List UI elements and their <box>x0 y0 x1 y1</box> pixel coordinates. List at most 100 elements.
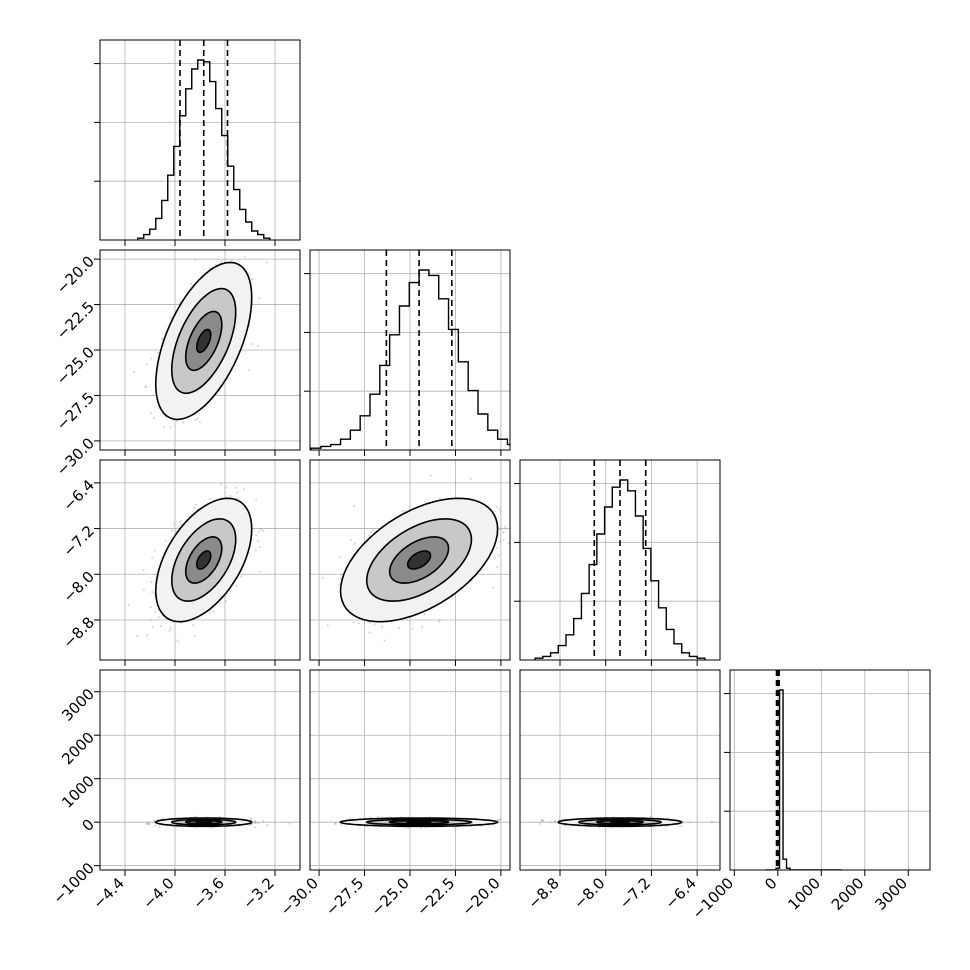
scatter-point <box>153 592 156 595</box>
scatter-point <box>254 820 257 823</box>
scatter-point <box>154 824 157 827</box>
scatter-point <box>153 819 156 822</box>
panel-2-1 <box>307 459 528 666</box>
scatter-point <box>158 616 161 619</box>
scatter-point <box>334 822 337 825</box>
scatter-point <box>370 531 373 534</box>
scatter-point <box>353 505 356 508</box>
scatter-point <box>146 821 149 824</box>
x-tick-label: −22.5 <box>413 874 458 919</box>
scatter-point <box>164 539 167 542</box>
scatter-point <box>249 817 252 820</box>
scatter-point <box>398 627 401 630</box>
scatter-point <box>258 546 261 549</box>
scatter-point <box>352 621 355 624</box>
scatter-point <box>236 585 239 588</box>
scatter-point <box>689 821 692 824</box>
scatter-point <box>142 588 145 591</box>
scatter-point <box>161 337 164 340</box>
scatter-point <box>175 639 178 642</box>
scatter-point <box>498 508 501 511</box>
scatter-point <box>230 259 233 262</box>
scatter-point <box>565 824 568 827</box>
scatter-point <box>250 342 253 345</box>
scatter-point <box>262 529 265 532</box>
x-tick-label: −27.5 <box>322 874 367 919</box>
panel-3-2: −8.8 −8.0 −7.2 −6.4 <box>519 669 721 913</box>
scatter-point <box>208 611 211 614</box>
scatter-point <box>340 573 343 576</box>
scatter-point <box>549 821 552 824</box>
y-tick-label: −6.4 <box>60 476 98 514</box>
scatter-point <box>377 815 380 818</box>
density-contour <box>195 328 212 354</box>
scatter-point <box>147 823 150 826</box>
scatter-point <box>259 570 262 573</box>
y-tick-label: 2000 <box>58 728 98 768</box>
scatter-point <box>496 565 499 568</box>
scatter-point <box>219 483 222 486</box>
scatter-point <box>438 618 441 621</box>
y-tick-label: −8.8 <box>60 613 98 651</box>
scatter-point <box>198 421 201 424</box>
scatter-point <box>266 824 269 827</box>
scatter-point <box>504 525 507 528</box>
scatter-point <box>470 477 473 480</box>
scatter-point <box>383 639 386 642</box>
scatter-point <box>157 825 160 828</box>
scatter-point <box>337 583 340 586</box>
scatter-point <box>208 497 211 500</box>
scatter-point <box>401 510 404 513</box>
panel-frame <box>99 39 301 241</box>
scatter-point <box>182 421 185 424</box>
y-tick-label: 1000 <box>58 772 98 812</box>
scatter-point <box>145 822 148 825</box>
scatter-point <box>147 823 150 826</box>
scatter-point <box>150 357 153 360</box>
scatter-point <box>496 505 499 508</box>
x-tick-label: −20.0 <box>459 874 504 919</box>
panel-frame <box>99 669 301 871</box>
scatter-point <box>149 412 152 415</box>
scatter-point <box>353 542 356 545</box>
scatter-point <box>439 497 442 500</box>
panel-3-1: −30.0 −27.5 −25.0 −22.5 −20.0 <box>277 669 511 919</box>
x-tick-label: −30.0 <box>277 874 322 919</box>
scatter-point <box>368 534 371 537</box>
scatter-point <box>156 351 159 354</box>
scatter-point <box>151 556 154 559</box>
scatter-point <box>253 821 256 824</box>
scatter-point <box>340 824 343 827</box>
scatter-point <box>209 267 212 270</box>
scatter-point <box>154 610 157 613</box>
scatter-point <box>339 577 342 580</box>
scatter-point <box>372 528 375 531</box>
y-tick-label: 3000 <box>58 685 98 725</box>
scatter-point <box>144 385 147 388</box>
scatter-point <box>254 821 257 824</box>
scatter-point <box>349 817 352 820</box>
scatter-point <box>307 556 309 558</box>
scatter-point <box>242 488 245 491</box>
scatter-point <box>151 591 154 594</box>
scatter-point <box>257 345 260 348</box>
scatter-point <box>421 626 424 629</box>
scatter-point <box>214 263 217 266</box>
scatter-point <box>235 497 238 500</box>
y-tick-label: −8.0 <box>60 568 98 606</box>
scatter-point <box>149 619 152 622</box>
x-tick-label: −4.0 <box>139 874 177 912</box>
scatter-point <box>497 818 500 821</box>
scatter-point <box>168 629 171 632</box>
scatter-point <box>193 506 196 509</box>
scatter-point <box>151 625 154 628</box>
panel-1-0: −30.0−27.5−25.0−22.5−20.0 <box>53 249 301 479</box>
scatter-point <box>499 818 502 821</box>
scatter-point <box>176 419 179 422</box>
scatter-point <box>499 818 502 821</box>
scatter-point <box>403 509 406 512</box>
y-tick-label: −20.0 <box>53 252 98 297</box>
scatter-point <box>526 539 528 541</box>
panel-frame <box>99 459 301 661</box>
scatter-point <box>169 626 172 629</box>
